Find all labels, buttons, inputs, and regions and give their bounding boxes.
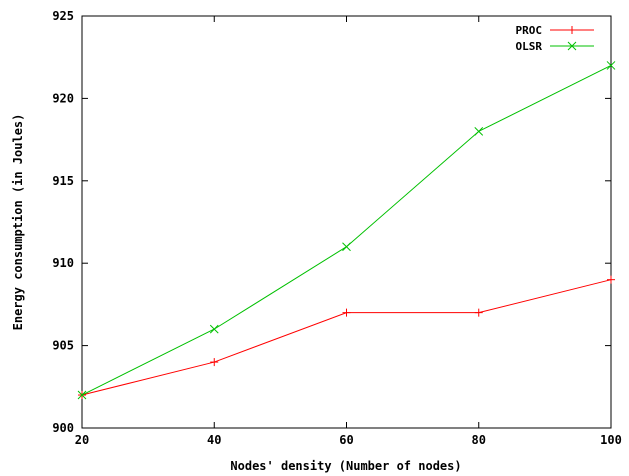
y-tick-label: 925 <box>52 9 74 23</box>
x-tick-label: 40 <box>207 433 221 447</box>
data-point-proc <box>607 275 615 284</box>
x-tick-label: 100 <box>600 433 622 447</box>
legend-marker-proc <box>568 26 576 34</box>
data-point-olsr <box>606 61 616 70</box>
legend: PROC OLSR <box>516 24 594 53</box>
y-tick-label: 900 <box>52 421 74 435</box>
plot-frame <box>81 15 612 429</box>
x-tick-label: 20 <box>75 433 89 447</box>
series-proc <box>78 275 615 400</box>
legend-label-olsr: OLSR <box>516 40 543 53</box>
series-layer <box>77 61 616 400</box>
y-tick-label: 920 <box>52 91 74 105</box>
data-point-proc <box>210 358 219 367</box>
y-tick-label: 905 <box>52 339 74 353</box>
data-point-proc <box>474 308 483 317</box>
data-point-olsr <box>77 390 87 400</box>
data-point-proc <box>342 308 351 317</box>
x-tick-label: 80 <box>472 433 486 447</box>
y-tick-label: 915 <box>52 174 74 188</box>
legend-marker-olsr <box>567 41 577 51</box>
y-axis-label: Energy consumption (in Joules) <box>11 114 25 331</box>
x-axis-label: Nodes' density (Number of nodes) <box>230 459 461 473</box>
series-line-olsr <box>81 64 612 396</box>
legend-label-proc: PROC <box>516 24 543 37</box>
y-tick-label: 910 <box>52 256 74 270</box>
series-olsr <box>77 61 616 400</box>
data-point-olsr <box>342 242 351 252</box>
legend-item-proc: PROC <box>516 24 594 37</box>
data-point-olsr <box>209 324 219 334</box>
data-point-olsr <box>474 127 484 136</box>
legend-item-olsr: OLSR <box>516 40 594 53</box>
axis-ticks: 20 40 60 80 100 900 905 910 915 920 925 <box>52 9 622 447</box>
x-tick-label: 60 <box>339 433 353 447</box>
series-line-proc <box>81 279 612 396</box>
